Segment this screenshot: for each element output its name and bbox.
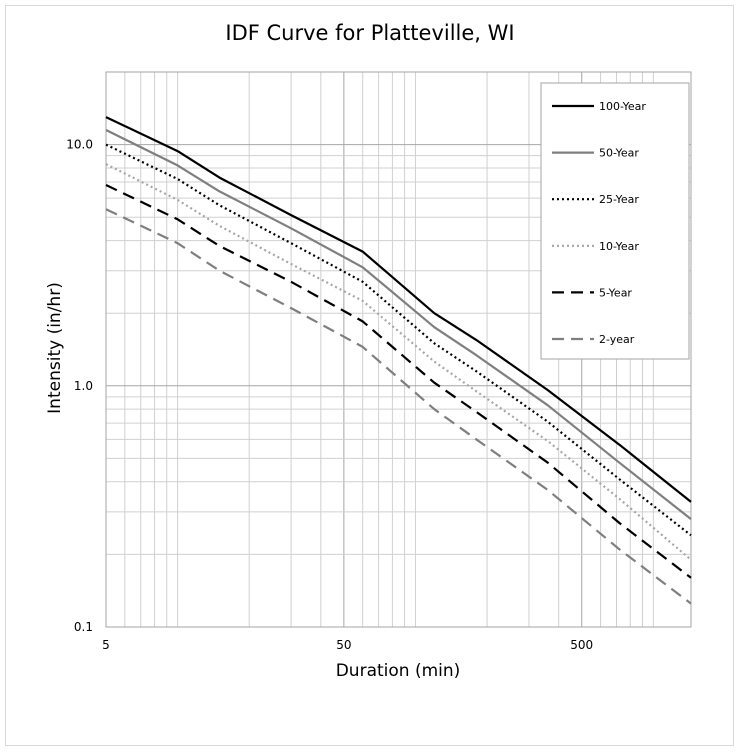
legend-label: 2-year <box>599 333 635 346</box>
x-axis-label: Duration (min) <box>336 661 461 681</box>
x-tick-label: 5 <box>102 638 110 652</box>
legend: 100-Year 50-Year 25-Year 10-Year 5-Year 2-yea… <box>540 82 690 360</box>
legend-label: 50-Year <box>599 147 639 160</box>
legend-item: 5-Year <box>552 286 632 299</box>
chart-title: IDF Curve for Platteville, WI <box>225 21 514 45</box>
series-layer <box>105 116 692 605</box>
legend-item: 2-year <box>552 333 635 346</box>
y-axis-label: Intensity (in/hr) <box>45 282 65 414</box>
y-tick-label: 10.0 <box>66 138 93 152</box>
series-line-2-year <box>105 208 692 605</box>
plot-area-border <box>105 71 692 628</box>
series-line-50-year <box>105 129 692 520</box>
y-tick-label: 1.0 <box>74 379 93 393</box>
y-tick-labels: 0.1 1.0 10.0 <box>66 138 93 634</box>
y-tick-label: 0.1 <box>74 620 93 634</box>
legend-label: 10-Year <box>599 240 639 253</box>
legend-item: 100-Year <box>552 100 646 113</box>
legend-label: 5-Year <box>599 286 632 299</box>
chart-frame <box>5 5 734 746</box>
legend-box <box>540 82 690 360</box>
legend-label: 25-Year <box>599 193 639 206</box>
legend-item: 25-Year <box>552 193 639 206</box>
legend-item: 10-Year <box>552 240 639 253</box>
x-tick-label: 50 <box>336 638 351 652</box>
x-tick-labels: 5 50 500 <box>102 638 593 652</box>
series-line-5-year <box>105 184 692 579</box>
legend-item: 50-Year <box>552 147 639 160</box>
x-tick-label: 500 <box>570 638 593 652</box>
series-line-100-year <box>105 116 692 503</box>
legend-label: 100-Year <box>599 100 646 113</box>
